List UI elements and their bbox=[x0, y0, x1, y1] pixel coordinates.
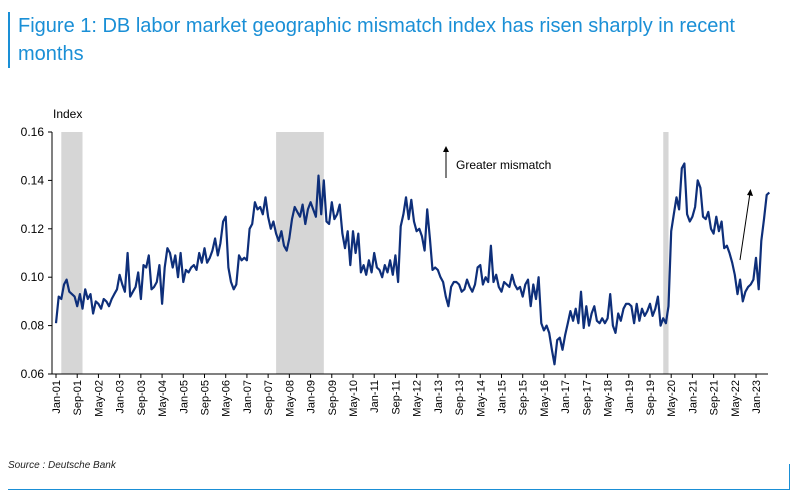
x-tick-label: Sep-21 bbox=[709, 380, 721, 415]
x-tick-label: Jan-07 bbox=[242, 380, 254, 414]
annotation-label: Greater mismatch bbox=[456, 158, 551, 172]
x-tick-label: May-02 bbox=[93, 380, 105, 417]
recession-bands bbox=[61, 132, 669, 374]
x-tick-label: Jan-01 bbox=[51, 380, 63, 414]
x-tick-label: Jan-19 bbox=[624, 380, 636, 414]
x-tick-label: May-18 bbox=[603, 380, 615, 417]
x-tick-label: May-16 bbox=[539, 380, 551, 417]
x-axis: Jan-01 Sep-01 May-02 Jan-03 Sep-03 May-04 Jan-… bbox=[51, 373, 768, 417]
y-tick-label: 0.14 bbox=[21, 173, 45, 187]
x-tick-label: Sep-15 bbox=[518, 380, 530, 415]
x-tick-label: Jan-11 bbox=[369, 380, 381, 413]
x-tick-label: Sep-07 bbox=[263, 380, 275, 415]
x-tick-label: Sep-03 bbox=[136, 380, 148, 415]
recession-band-3 bbox=[663, 132, 669, 374]
y-axis: Index 0.06 0.08 0.10 0.12 0.14 0.16 bbox=[21, 107, 83, 381]
x-tick-label: May-06 bbox=[221, 380, 233, 417]
x-tick-label: Jan-03 bbox=[115, 380, 127, 414]
source-note: Source : Deutsche Bank bbox=[8, 460, 116, 471]
annotation-arrowhead bbox=[443, 146, 449, 152]
footer-rule bbox=[8, 452, 790, 490]
x-tick-label: May-10 bbox=[348, 380, 360, 417]
x-ticks: Jan-01 Sep-01 May-02 Jan-03 Sep-03 May-04 Jan-… bbox=[51, 374, 763, 417]
x-tick-label: Jan-13 bbox=[433, 380, 445, 414]
y-tick-label: 0.06 bbox=[21, 367, 45, 381]
x-tick-label: Jan-09 bbox=[306, 380, 318, 414]
x-tick-label: May-12 bbox=[412, 380, 424, 417]
x-tick-label: May-04 bbox=[157, 380, 169, 417]
figure-title: Figure 1: DB labor market geographic mis… bbox=[18, 15, 735, 65]
x-tick-label: Sep-01 bbox=[72, 380, 84, 415]
x-tick-label: Sep-11 bbox=[390, 380, 402, 415]
x-tick-label: Jan-23 bbox=[751, 380, 763, 414]
x-tick-label: May-08 bbox=[284, 380, 296, 417]
trend-arrowhead bbox=[747, 189, 753, 196]
x-tick-label: Jan-21 bbox=[687, 380, 699, 414]
x-tick-label: Sep-19 bbox=[645, 380, 657, 415]
recession-band-2 bbox=[276, 132, 324, 374]
y-ticks: 0.06 0.08 0.10 0.12 0.14 0.16 bbox=[21, 125, 52, 381]
y-tick-label: 0.10 bbox=[21, 270, 45, 284]
x-tick-label: Jan-17 bbox=[560, 380, 572, 414]
trend-arrow-line bbox=[739, 192, 751, 261]
x-tick-label: Jan-05 bbox=[178, 380, 190, 414]
x-tick-label: May-22 bbox=[730, 380, 742, 417]
y-tick-label: 0.16 bbox=[21, 125, 45, 139]
x-tick-label: Sep-17 bbox=[581, 380, 593, 415]
x-tick-label: May-14 bbox=[475, 380, 487, 417]
mismatch-index-line bbox=[54, 162, 771, 366]
trend-arrow bbox=[739, 189, 753, 261]
x-tick-label: May-20 bbox=[666, 380, 678, 417]
x-tick-label: Jan-15 bbox=[496, 380, 508, 414]
y-tick-label: 0.08 bbox=[21, 319, 45, 333]
greater-mismatch-annotation: Greater mismatch bbox=[443, 146, 551, 178]
x-tick-label: Sep-05 bbox=[199, 380, 211, 415]
x-tick-label: Sep-13 bbox=[454, 380, 466, 415]
line-chart: Index 0.06 0.08 0.10 0.12 0.14 0.16 Jan-01 Sep… bbox=[21, 107, 771, 417]
recession-band-1 bbox=[61, 132, 83, 374]
y-tick-label: 0.12 bbox=[21, 222, 45, 236]
x-tick-label: Sep-09 bbox=[327, 380, 339, 415]
title-bar: Figure 1: DB labor market geographic mis… bbox=[8, 12, 770, 68]
y-axis-title: Index bbox=[53, 107, 82, 121]
